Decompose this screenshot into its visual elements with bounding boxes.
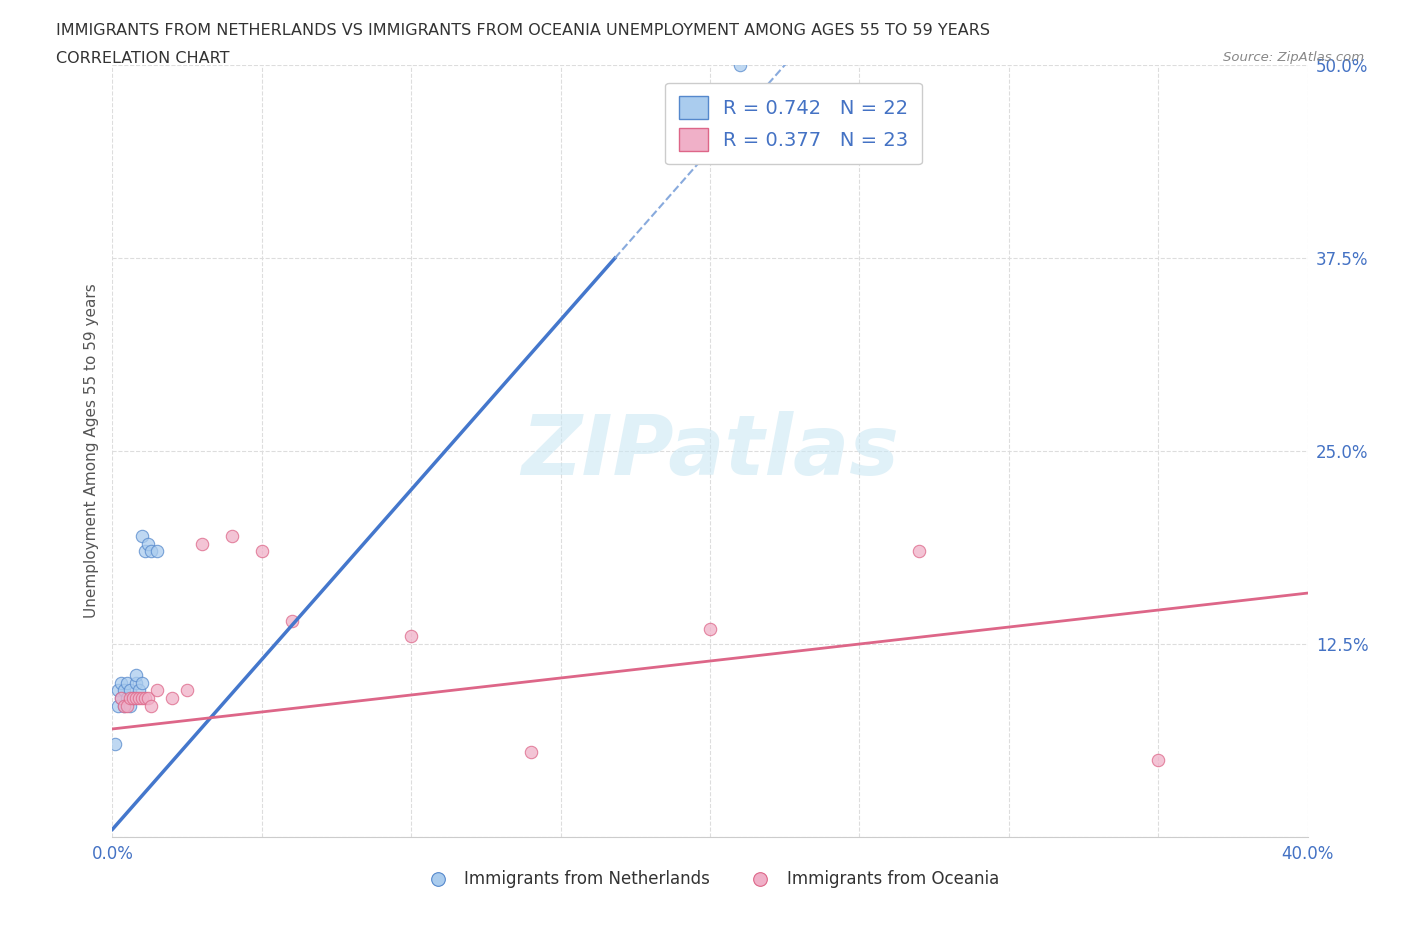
Point (520, 745, 543, 760)
Y-axis label: Unemployment Among Ages 55 to 59 years: Unemployment Among Ages 55 to 59 years (83, 284, 98, 618)
Point (138, 537, 160, 551)
Point (134, 691, 156, 706)
Point (110, 691, 132, 706)
Point (131, 675, 153, 690)
Point (117, 675, 139, 690)
Point (125, 691, 148, 706)
Point (122, 691, 145, 706)
Point (114, 698, 135, 713)
Point (699, 621, 721, 636)
Point (125, 668, 148, 683)
Point (281, 614, 304, 629)
Text: CORRELATION CHART: CORRELATION CHART (56, 51, 229, 66)
Point (117, 691, 139, 706)
Point (114, 683, 135, 698)
Text: IMMIGRANTS FROM NETHERLANDS VS IMMIGRANTS FROM OCEANIA UNEMPLOYMENT AMONG AGES 5: IMMIGRANTS FROM NETHERLANDS VS IMMIGRANT… (56, 23, 990, 38)
Point (131, 528, 153, 543)
Point (176, 683, 198, 698)
Point (1147, 752, 1170, 767)
Point (107, 683, 129, 698)
Point (104, 737, 127, 751)
Point (120, 691, 142, 706)
Point (117, 698, 139, 713)
Point (141, 544, 163, 559)
Text: ZIPatlas: ZIPatlas (522, 410, 898, 492)
Point (131, 691, 153, 706)
Point (162, 691, 183, 706)
Point (728, 58, 751, 73)
Point (908, 544, 931, 559)
Point (114, 698, 135, 713)
Point (134, 544, 156, 559)
Point (221, 528, 243, 543)
Point (146, 544, 169, 559)
Legend: Immigrants from Netherlands, Immigrants from Oceania: Immigrants from Netherlands, Immigrants … (415, 863, 1005, 895)
Point (250, 544, 273, 559)
Point (191, 537, 214, 551)
Point (120, 683, 142, 698)
Point (401, 629, 423, 644)
Point (128, 691, 150, 706)
Point (128, 683, 150, 698)
Point (125, 675, 148, 690)
Point (122, 691, 145, 706)
Point (107, 698, 129, 713)
Point (110, 691, 132, 706)
Text: Source: ZipAtlas.com: Source: ZipAtlas.com (1223, 51, 1364, 64)
Point (120, 698, 142, 713)
Point (146, 683, 169, 698)
Point (138, 691, 160, 706)
Point (141, 698, 163, 713)
Point (110, 675, 132, 690)
